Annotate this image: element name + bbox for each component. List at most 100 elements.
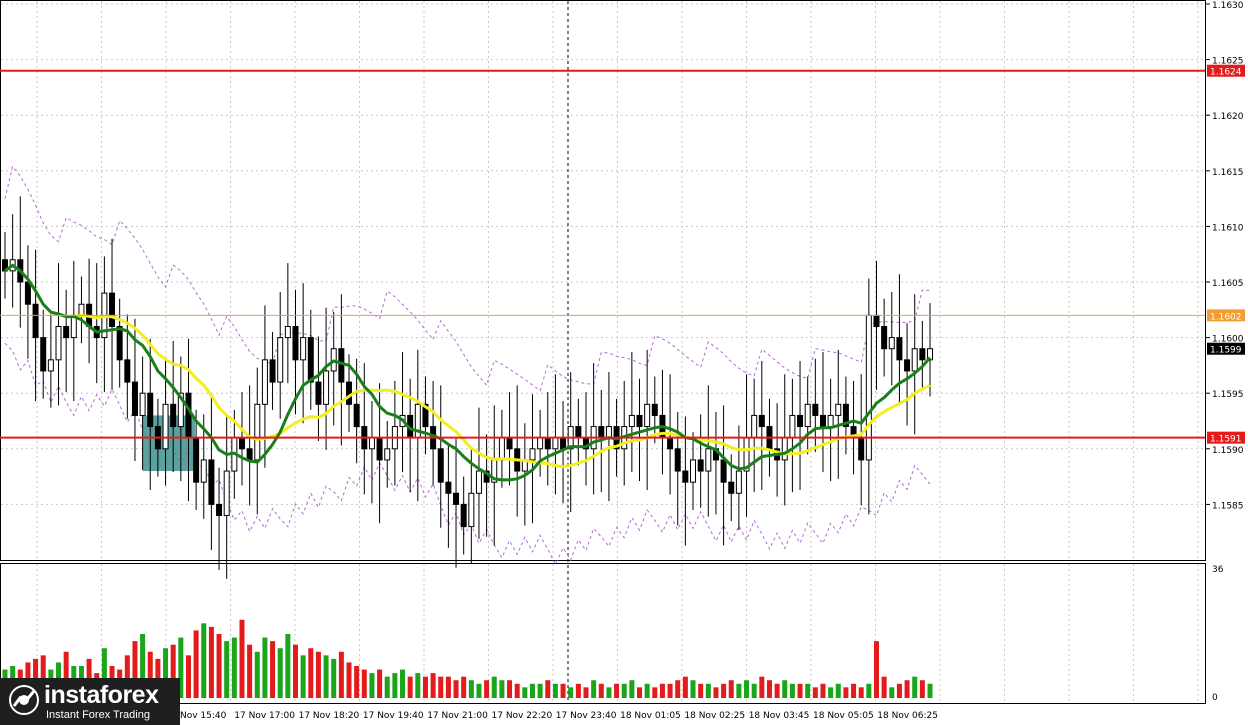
logo-tagline: Instant Forex Trading: [46, 709, 150, 721]
candle-body: [728, 481, 735, 494]
volume-tick-label: 36: [1212, 565, 1224, 575]
candle-body: [368, 437, 375, 450]
candle-body: [216, 503, 223, 517]
volume-bar: [912, 676, 918, 698]
volume-bar: [300, 655, 306, 698]
time-tick-label: 18 Nov 03:45: [749, 711, 810, 721]
candle-body: [858, 437, 865, 461]
candle-body: [842, 403, 849, 428]
candle-body: [598, 426, 605, 439]
instaforex-logo: instaforex Instant Forex Trading: [0, 678, 180, 725]
volume-bar: [705, 683, 711, 698]
price-tick-label: 1.1630: [1212, 1, 1244, 11]
volume-bar: [881, 676, 887, 698]
candle-body: [445, 481, 452, 494]
volume-bar: [629, 680, 635, 698]
candle-body: [705, 448, 712, 472]
volume-bar: [308, 648, 314, 698]
candle-body: [147, 392, 154, 428]
candle-body: [124, 359, 131, 383]
current-price-label: 1.1599: [1210, 346, 1242, 356]
candle-body: [529, 448, 536, 461]
volume-bar: [445, 676, 451, 698]
volume-bar: [124, 655, 130, 698]
candle-body: [78, 303, 85, 316]
time-tick-label: Nov 15:40: [180, 711, 227, 721]
candle-body: [575, 426, 582, 439]
candle-body: [881, 325, 888, 350]
slow-moving-average: [4, 263, 931, 469]
candle-body: [475, 470, 482, 494]
price-tick-label: 1.1625: [1212, 57, 1244, 67]
candle-body: [193, 437, 200, 483]
volume-bar: [598, 683, 604, 698]
candle-body: [827, 414, 834, 428]
volume-bar: [889, 687, 895, 698]
candle-body: [674, 448, 681, 472]
candle-body: [47, 359, 54, 372]
candle-body: [376, 437, 383, 461]
time-tick-label: 17 Nov 21:00: [427, 711, 488, 721]
candle-body: [208, 459, 215, 505]
candle-body: [720, 459, 727, 483]
volume-bar: [782, 680, 788, 698]
time-tick-label: 17 Nov 18:20: [299, 711, 360, 721]
candle-body: [269, 359, 276, 383]
volume-bar: [522, 687, 528, 698]
volume-bar: [239, 619, 245, 698]
volume-bar: [476, 683, 482, 698]
time-tick-label: 17 Nov 19:40: [363, 711, 424, 721]
price-tick-label: 1.1590: [1212, 446, 1244, 456]
volume-bar: [736, 683, 742, 698]
volume-bar: [453, 680, 459, 698]
volume-bar: [659, 683, 665, 698]
candle-body: [346, 381, 353, 405]
price-tick-label: 1.1615: [1212, 168, 1244, 178]
candle-body: [40, 337, 47, 372]
axes: 1.1630 1.1625 1.1620 1.1615 1.1610 1.1605 1.16…: [180, 1, 1244, 721]
volume-bar: [484, 680, 490, 698]
volume-bar: [698, 683, 704, 698]
candle-body: [437, 448, 444, 483]
volume-bar: [354, 666, 360, 698]
candle-body: [200, 459, 207, 483]
volume-bar: [270, 641, 276, 698]
volume-bar: [858, 687, 864, 698]
volume-bar: [514, 683, 520, 698]
time-tick-label: 18 Nov 06:25: [877, 711, 938, 721]
candle-body: [506, 437, 513, 450]
candle-body: [682, 470, 689, 483]
volume-bar: [461, 676, 467, 698]
candle-body: [544, 437, 551, 450]
time-tick-label: 18 Nov 01:05: [620, 711, 681, 721]
candle-body: [338, 348, 345, 383]
candle-body: [781, 437, 788, 461]
volume-bar: [614, 683, 620, 698]
candle-body: [139, 392, 146, 416]
volume-bar: [422, 676, 428, 698]
candle-body: [315, 381, 322, 405]
bollinger-upper: [4, 165, 931, 392]
volume-bar: [331, 658, 337, 698]
candle-body: [24, 281, 31, 305]
candle-body: [904, 359, 911, 372]
volume-bar: [507, 680, 513, 698]
volume-bar: [101, 648, 107, 698]
candle-body: [819, 414, 826, 428]
candle-body: [812, 403, 819, 416]
price-tick-label: 1.1600: [1212, 335, 1244, 345]
fast-moving-average: [4, 263, 932, 482]
volume-bar: [675, 680, 681, 698]
volume-bar: [843, 687, 849, 698]
volume-bar: [407, 676, 413, 698]
candle-body: [636, 414, 643, 428]
candle-body: [277, 337, 284, 383]
volume-bar: [637, 687, 643, 698]
candle-body: [919, 348, 926, 361]
candle-body: [223, 470, 230, 517]
candle-body: [162, 403, 169, 450]
volume-bar: [721, 683, 727, 698]
candle-body: [460, 503, 467, 528]
volume-tick-label: 0: [1212, 693, 1218, 703]
